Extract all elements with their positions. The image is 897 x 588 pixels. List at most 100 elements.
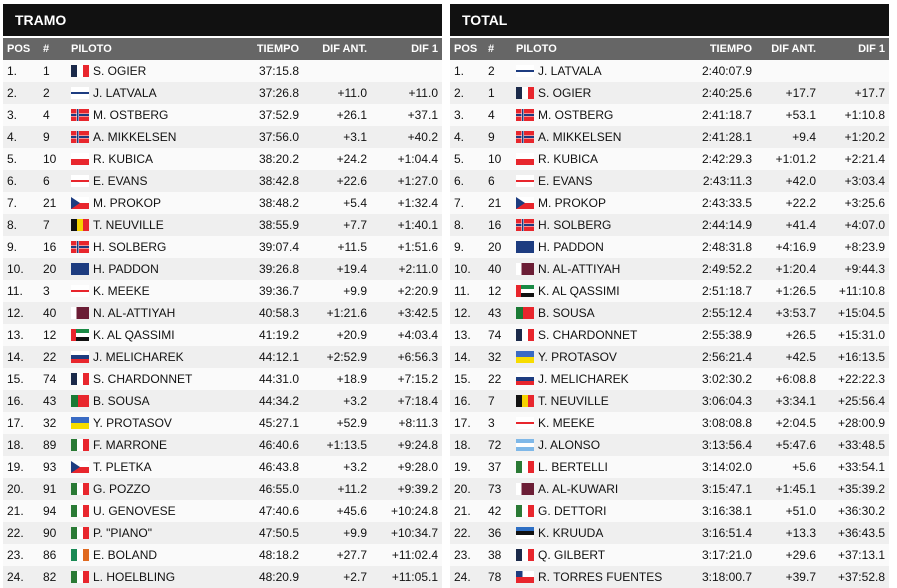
cell-number: 16 bbox=[43, 240, 57, 254]
cell-dif-prev: +3.2 bbox=[343, 460, 367, 474]
cell-number: 2 bbox=[43, 86, 50, 100]
flag-gb-icon bbox=[516, 417, 534, 429]
cell-pos: 7. bbox=[454, 196, 465, 210]
cell-dif-first: +3:25.6 bbox=[844, 196, 885, 210]
col-pos: POS bbox=[450, 38, 484, 60]
cell-pos: 22. bbox=[454, 526, 471, 540]
cell-pos: 4. bbox=[454, 130, 465, 144]
cell-dif-prev: +11.2 bbox=[337, 482, 367, 496]
cell-dif-first: +7:15.2 bbox=[397, 372, 438, 386]
cell-time: 3:18:00.7 bbox=[701, 570, 752, 584]
cell-time: 2:44:14.9 bbox=[701, 218, 752, 232]
cell-time: 3:14:02.0 bbox=[701, 460, 752, 474]
cell-dif-prev: +9.4 bbox=[792, 130, 816, 144]
cell-pilot: T. PLETKA bbox=[67, 456, 225, 478]
cell-time: 39:36.7 bbox=[258, 284, 299, 298]
cell-pilot: L. HOELBLING bbox=[67, 566, 225, 588]
cell-pos: 21. bbox=[7, 504, 24, 518]
cell-dif-prev: +9.9 bbox=[343, 284, 367, 298]
flag-be-icon bbox=[516, 395, 534, 407]
col-pilot: PILOTO bbox=[512, 38, 666, 60]
stage-results-panel: TRAMO POS # PILOTO TIEMPO DIF ANT. DIF 1… bbox=[3, 4, 442, 588]
pilot-name: E. BOLAND bbox=[93, 548, 158, 562]
flag-gb-icon bbox=[516, 175, 534, 187]
cell-dif-prev: +26.5 bbox=[785, 328, 816, 342]
table-row: 18. 72 J. ALONSO 3:13:56.4 +5:47.6 +33:48.5 bbox=[450, 434, 889, 456]
cell-time: 2:40:25.6 bbox=[701, 86, 752, 100]
cell-pilot: H. PADDON bbox=[512, 236, 666, 258]
table-row: 4. 9 A. MIKKELSEN 37:56.0 +3.1 +40.2 bbox=[3, 126, 442, 148]
cell-dif-first: +33:48.5 bbox=[837, 438, 885, 452]
cell-number: 7 bbox=[488, 394, 495, 408]
cell-pos: 18. bbox=[454, 438, 471, 452]
cell-dif-first: +1:27.0 bbox=[397, 174, 438, 188]
cell-dif-first: +7:18.4 bbox=[397, 394, 438, 408]
pilot-name: H. PADDON bbox=[93, 262, 159, 276]
cell-dif-first: +6:56.3 bbox=[397, 350, 438, 364]
table-row: 3. 4 M. OSTBERG 2:41:18.7 +53.1 +1:10.8 bbox=[450, 104, 889, 126]
pilot-name: K. KRUUDA bbox=[538, 526, 604, 540]
cell-number: 21 bbox=[43, 196, 57, 210]
table-row: 20. 91 G. POZZO 46:55.0 +11.2 +9:39.2 bbox=[3, 478, 442, 500]
cell-pilot: P. "PIANO" bbox=[67, 522, 225, 544]
flag-ua-icon bbox=[71, 417, 89, 429]
flag-fr-icon bbox=[516, 329, 534, 341]
cell-pos: 15. bbox=[7, 372, 24, 386]
cell-dif-first: +11:02.4 bbox=[391, 548, 438, 562]
flag-gb-icon bbox=[71, 285, 89, 297]
cell-pilot: J. MELICHAREK bbox=[67, 346, 225, 368]
cell-dif-first: +15:31.0 bbox=[837, 328, 885, 342]
cell-number: 90 bbox=[43, 526, 57, 540]
cell-pos: 15. bbox=[454, 372, 471, 386]
cell-pilot: G. POZZO bbox=[67, 478, 225, 500]
cell-pilot: T. NEUVILLE bbox=[67, 214, 225, 236]
cell-time: 46:55.0 bbox=[258, 482, 299, 496]
flag-it-icon bbox=[516, 505, 534, 517]
cell-number: 86 bbox=[43, 548, 57, 562]
pilot-name: E. EVANS bbox=[538, 174, 593, 188]
cell-pilot: B. SOUSA bbox=[67, 390, 225, 412]
cell-dif-prev: +29.6 bbox=[785, 548, 816, 562]
flag-ee-icon bbox=[516, 527, 534, 539]
cell-time: 2:40:07.9 bbox=[701, 64, 752, 78]
cell-pos: 19. bbox=[7, 460, 24, 474]
cell-dif-first: +22:22.3 bbox=[837, 372, 885, 386]
table-row: 10. 40 N. AL-ATTIYAH 2:49:52.2 +1:20.4 +9:44.… bbox=[450, 258, 889, 280]
flag-ie-icon bbox=[71, 549, 89, 561]
table-row: 7. 21 M. PROKOP 38:48.2 +5.4 +1:32.4 bbox=[3, 192, 442, 214]
panel-title: TOTAL bbox=[450, 4, 889, 36]
pilot-name: J. ALONSO bbox=[538, 438, 601, 452]
table-row: 18. 89 F. MARRONE 46:40.6 +1:13.5 +9:24.8 bbox=[3, 434, 442, 456]
cell-pilot: J. ALONSO bbox=[512, 434, 666, 456]
cell-dif-first: +36:30.2 bbox=[837, 504, 885, 518]
flag-fr-icon bbox=[516, 87, 534, 99]
pilot-name: B. SOUSA bbox=[538, 306, 595, 320]
cell-pos: 10. bbox=[7, 262, 24, 276]
cell-number: 38 bbox=[488, 548, 502, 562]
cell-time: 2:43:33.5 bbox=[701, 196, 752, 210]
cell-dif-prev: +27.7 bbox=[336, 548, 367, 562]
pilot-name: L. BERTELLI bbox=[538, 460, 608, 474]
cell-pilot: U. GENOVESE bbox=[67, 500, 225, 522]
pilot-name: L. HOELBLING bbox=[93, 570, 176, 584]
table-row: 21. 94 U. GENOVESE 47:40.6 +45.6 +10:24.8 bbox=[3, 500, 442, 522]
cell-dif-first: +35:39.2 bbox=[837, 482, 885, 496]
cell-dif-first: +3:42.5 bbox=[397, 306, 438, 320]
table-row: 4. 9 A. MIKKELSEN 2:41:28.1 +9.4 +1:20.2 bbox=[450, 126, 889, 148]
flag-sk-icon bbox=[516, 373, 534, 385]
cell-pos: 3. bbox=[7, 108, 18, 122]
table-row: 10. 20 H. PADDON 39:26.8 +19.4 +2:11.0 bbox=[3, 258, 442, 280]
table-row: 17. 3 K. MEEKE 3:08:08.8 +2:04.5 +28:00.9 bbox=[450, 412, 889, 434]
pilot-name: T. NEUVILLE bbox=[538, 394, 609, 408]
cell-number: 94 bbox=[43, 504, 57, 518]
cell-time: 38:20.2 bbox=[258, 152, 299, 166]
table-row: 23. 86 E. BOLAND 48:18.2 +27.7 +11:02.4 bbox=[3, 544, 442, 566]
cell-time: 3:16:51.4 bbox=[701, 526, 752, 540]
cell-number: 12 bbox=[488, 284, 502, 298]
cell-dif-prev: +52.9 bbox=[336, 416, 367, 430]
cell-pilot: L. BERTELLI bbox=[512, 456, 666, 478]
flag-no-icon bbox=[71, 109, 89, 121]
cell-pos: 5. bbox=[454, 152, 465, 166]
cell-pilot: S. OGIER bbox=[512, 82, 666, 104]
cell-dif-first: +37.1 bbox=[407, 108, 438, 122]
